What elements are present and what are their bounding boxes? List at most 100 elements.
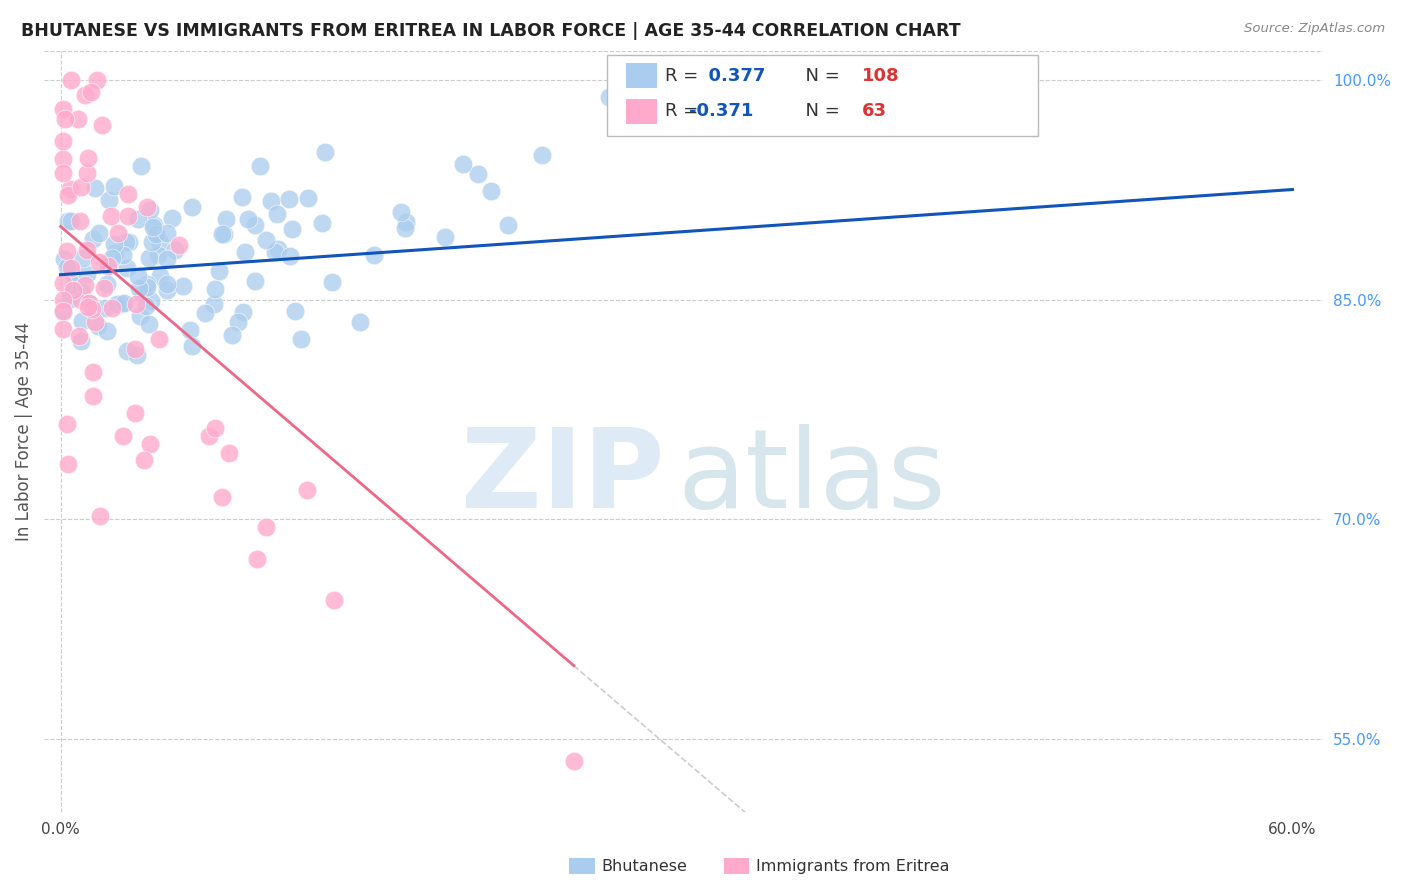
Point — [87, 226, 110, 240]
Point — [323, 593, 346, 607]
Text: Source: ZipAtlas.com: Source: ZipAtlas.com — [1244, 22, 1385, 36]
Point — [52, 166, 75, 180]
Point — [214, 212, 236, 227]
Point — [53, 112, 76, 127]
Point — [67, 329, 90, 343]
Text: N =: N = — [794, 103, 846, 120]
Point — [149, 269, 172, 284]
Point — [62, 283, 84, 297]
Point — [127, 211, 149, 226]
Point — [132, 453, 155, 467]
Point — [204, 421, 226, 435]
Point — [56, 244, 79, 258]
Point — [97, 260, 120, 274]
Point — [67, 112, 90, 126]
Point — [149, 235, 172, 250]
Point — [101, 251, 124, 265]
Point — [135, 299, 157, 313]
Text: atlas: atlas — [678, 424, 946, 531]
Point — [59, 214, 82, 228]
Point — [96, 325, 118, 339]
Point — [52, 135, 75, 149]
Point — [139, 202, 162, 217]
Point — [87, 255, 110, 269]
Point — [72, 251, 94, 265]
Point — [87, 319, 110, 334]
Point — [77, 296, 100, 310]
Point — [82, 389, 104, 403]
Point — [266, 207, 288, 221]
Point — [101, 301, 124, 316]
Text: 63: 63 — [862, 103, 887, 120]
Point — [132, 287, 155, 301]
Point — [389, 205, 412, 219]
Point — [284, 303, 307, 318]
Point — [59, 73, 82, 87]
Point — [221, 328, 243, 343]
Text: -0.371: -0.371 — [689, 103, 754, 120]
Point — [77, 151, 100, 165]
Point — [117, 209, 139, 223]
Point — [76, 244, 98, 258]
Point — [124, 297, 146, 311]
Point — [254, 519, 277, 533]
Point — [156, 277, 179, 291]
Point — [75, 87, 97, 102]
Text: N =: N = — [794, 67, 846, 85]
Point — [267, 242, 290, 256]
Point — [70, 293, 93, 308]
Text: Immigrants from Eritrea: Immigrants from Eritrea — [756, 859, 950, 873]
Point — [69, 213, 91, 227]
Point — [295, 483, 318, 497]
Point — [211, 227, 233, 242]
Text: 108: 108 — [862, 67, 900, 85]
Point — [52, 322, 75, 336]
Point — [139, 437, 162, 451]
Point — [59, 260, 82, 275]
Text: BHUTANESE VS IMMIGRANTS FROM ERITREA IN LABOR FORCE | AGE 35-44 CORRELATION CHAR: BHUTANESE VS IMMIGRANTS FROM ERITREA IN … — [21, 22, 960, 40]
Point — [112, 248, 135, 262]
Point — [226, 315, 249, 329]
Point — [167, 237, 190, 252]
Point — [105, 297, 128, 311]
Point — [297, 190, 319, 204]
Point — [55, 260, 77, 274]
Point — [129, 159, 152, 173]
Text: R =: R = — [665, 67, 704, 85]
Point — [156, 283, 179, 297]
Point — [69, 334, 91, 348]
Point — [76, 166, 98, 180]
Point — [111, 429, 134, 443]
Point — [141, 235, 163, 249]
Point — [163, 243, 186, 257]
Point — [52, 276, 75, 290]
Point — [278, 249, 301, 263]
Point — [80, 85, 103, 99]
Y-axis label: In Labor Force | Age 35-44: In Labor Force | Age 35-44 — [15, 322, 32, 541]
Point — [263, 244, 285, 259]
Point — [107, 226, 129, 240]
Point — [58, 182, 80, 196]
Point — [77, 295, 100, 310]
Point — [172, 279, 194, 293]
Point — [128, 281, 150, 295]
Point — [110, 296, 132, 310]
Point — [86, 73, 108, 87]
Point — [562, 754, 585, 768]
Point — [93, 281, 115, 295]
Point — [138, 251, 160, 265]
Point — [146, 248, 169, 262]
Point — [136, 200, 159, 214]
Point — [156, 227, 179, 241]
Text: Bhutanese: Bhutanese — [602, 859, 688, 873]
Point — [254, 233, 277, 247]
Point — [103, 237, 125, 252]
Point — [260, 194, 283, 208]
Point — [451, 157, 474, 171]
Point — [245, 551, 267, 566]
Point — [243, 274, 266, 288]
Point — [52, 293, 75, 307]
Point — [148, 332, 170, 346]
Point — [160, 211, 183, 226]
Point — [311, 216, 333, 230]
